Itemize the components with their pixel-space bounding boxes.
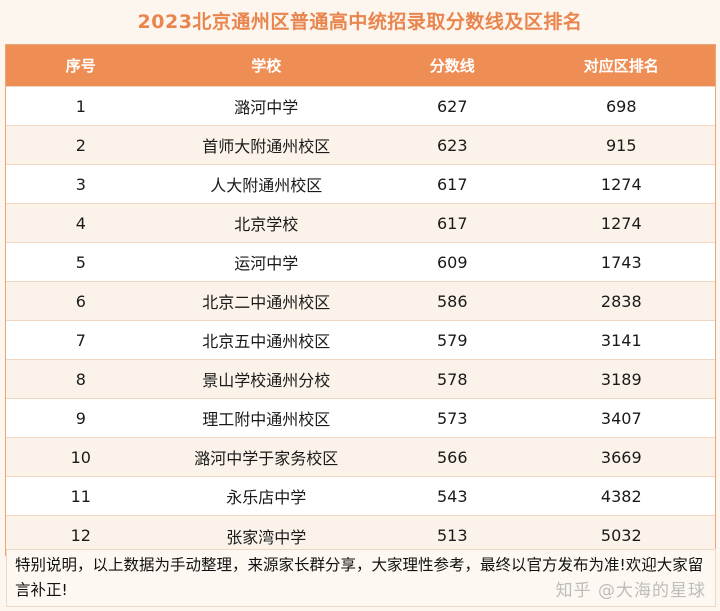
cell-score: 617 (436, 174, 468, 194)
table-row: 3 人大附通州校区 617 1274 (6, 165, 715, 204)
header-score: 分数线 (429, 57, 475, 75)
cell-school: 人大附通州校区 (210, 176, 323, 195)
cell-score: 609 (436, 252, 468, 272)
cell-school: 景山学校通州分校 (202, 371, 331, 390)
cell-rank: 3407 (600, 408, 642, 428)
cell-score: 617 (436, 213, 468, 233)
cell-rank: 3189 (600, 369, 642, 389)
cell-score: 627 (436, 96, 468, 116)
score-table: 序号 学校 分数线 对应区排名 1 潞河中学 627 698 2 首师大附通州校区 623 9… (5, 44, 716, 556)
cell-index: 12 (70, 526, 91, 545)
cell-school: 北京五中通州校区 (202, 332, 331, 351)
cell-index: 6 (75, 291, 86, 311)
cell-rank: 915 (605, 135, 637, 155)
cell-rank: 698 (605, 96, 637, 116)
cell-rank: 4382 (600, 486, 642, 506)
cell-score: 513 (436, 526, 468, 545)
table-row: 5 运河中学 609 1743 (6, 243, 715, 282)
cell-score: 578 (436, 369, 468, 389)
cell-school: 张家湾中学 (226, 527, 307, 547)
cell-index: 8 (75, 369, 86, 389)
cell-school: 北京二中通州校区 (202, 293, 331, 312)
cell-index: 2 (75, 135, 86, 155)
cell-score: 566 (436, 447, 468, 467)
cell-rank: 3141 (600, 330, 642, 350)
table-row: 1 潞河中学 627 698 (6, 87, 715, 126)
cell-rank: 5032 (600, 526, 642, 545)
cell-school: 潞河中学 (234, 98, 299, 117)
table-row: 10 潞河中学于家务校区 566 3669 (6, 438, 715, 477)
table-row: 2 首师大附通州校区 623 915 (6, 126, 715, 165)
cell-index: 3 (75, 174, 86, 194)
cell-rank: 1274 (600, 174, 642, 194)
cell-index: 7 (75, 330, 86, 350)
table-row: 7 北京五中通州校区 579 3141 (6, 321, 715, 360)
watermark: 知乎 @大海的星球 (555, 581, 706, 601)
cell-index: 10 (70, 447, 91, 467)
cell-school: 运河中学 (234, 254, 299, 273)
cell-index: 1 (75, 96, 86, 116)
table-row: 11 永乐店中学 543 4382 (6, 477, 715, 516)
cell-school: 潞河中学于家务校区 (194, 449, 339, 468)
cell-rank: 2838 (600, 291, 642, 311)
cell-score: 543 (436, 486, 468, 506)
table-row: 6 北京二中通州校区 586 2838 (6, 282, 715, 321)
table-row: 9 理工附中通州校区 573 3407 (6, 399, 715, 438)
cell-rank: 1743 (600, 252, 642, 272)
cell-index: 9 (75, 408, 86, 428)
cell-score: 586 (436, 291, 468, 311)
table-header-row: 序号 学校 分数线 对应区排名 (6, 45, 715, 87)
cell-score: 623 (436, 135, 468, 155)
table-row: 4 北京学校 617 1274 (6, 204, 715, 243)
page-title: 2023北京通州区普通高中统招录取分数线及区排名 (137, 11, 583, 33)
cell-rank: 1274 (600, 213, 642, 233)
table-body: 1 潞河中学 627 698 2 首师大附通州校区 623 915 3 人大附通州校区 617 127… (6, 87, 715, 555)
header-school: 学校 (251, 57, 282, 75)
cell-school: 永乐店中学 (226, 488, 307, 507)
cell-school: 理工附中通州校区 (202, 410, 331, 429)
table-row: 12 张家湾中学 513 5032 (6, 516, 715, 555)
cell-school: 首师大附通州校区 (202, 137, 331, 156)
header-rank: 对应区排名 (583, 57, 659, 75)
table-row: 8 景山学校通州分校 578 3189 (6, 360, 715, 399)
cell-index: 11 (70, 486, 91, 506)
disclaimer-note: 特别说明，以上数据为手动整理，来源家长群分享，大家理性参考，最终以官方发布为准!… (6, 549, 716, 607)
cell-rank: 3669 (600, 447, 642, 467)
cell-index: 4 (75, 213, 86, 233)
cell-index: 5 (75, 252, 86, 272)
header-index: 序号 (65, 57, 96, 75)
cell-score: 573 (436, 408, 468, 428)
cell-score: 579 (436, 330, 468, 350)
cell-school: 北京学校 (234, 215, 299, 234)
